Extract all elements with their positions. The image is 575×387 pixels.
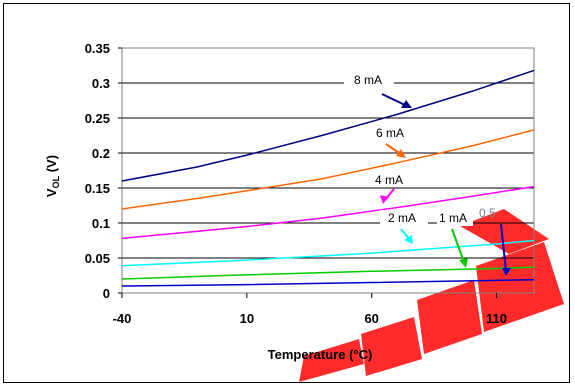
y-tick-label: 0.05 xyxy=(85,251,110,266)
y-tick-label: 0.15 xyxy=(85,181,110,196)
y-tick-label: 0.35 xyxy=(85,41,110,56)
series-line-0-5 xyxy=(121,278,535,287)
label-8ma: 8 mA xyxy=(354,73,382,87)
label-0-5ma: 0.5 xyxy=(479,206,496,220)
y-tick-label: 0.2 xyxy=(92,146,110,161)
y-tick-label: 0 xyxy=(103,286,110,301)
x-tick-label: 10 xyxy=(240,311,254,326)
chart: 0 0.05 0.1 0.15 0.2 0.25 0.3 0.35 -40 10 60 110 8 m… xyxy=(44,41,564,382)
watermark xyxy=(299,209,564,382)
plot-area xyxy=(121,47,535,294)
y-tick-label: 0.25 xyxy=(85,111,110,126)
y-tick-label: 0.1 xyxy=(92,216,110,231)
series-line-2-ma xyxy=(121,239,535,267)
y-axis-title: VOL (V) xyxy=(44,155,61,197)
series-line-8-ma xyxy=(121,69,535,182)
x-axis-title: Temperature (°C) xyxy=(268,347,373,362)
label-2ma: 2 mA xyxy=(388,211,416,225)
series-group xyxy=(121,69,535,287)
series-line-1-ma xyxy=(121,266,535,280)
annotations: 8 mA 6 mA 4 mA 2 mA 1 mA 0.5 xyxy=(344,71,511,276)
x-tick-label: 60 xyxy=(364,311,378,326)
x-tick-label: -40 xyxy=(113,311,132,326)
label-4ma: 4 mA xyxy=(375,173,403,187)
y-tick-label: 0.3 xyxy=(92,76,110,91)
chart-frame: 0 0.05 0.1 0.15 0.2 0.25 0.3 0.35 -40 10 60 110 8 m… xyxy=(3,3,570,383)
series-line-6-ma xyxy=(121,129,535,210)
x-tick-label: 110 xyxy=(486,311,507,326)
label-1ma: 1 mA xyxy=(439,211,467,225)
tick-labels: 0 0.05 0.1 0.15 0.2 0.25 0.3 0.35 -40 10 60 110 xyxy=(85,41,507,326)
label-6ma: 6 mA xyxy=(376,126,404,140)
series-line-4-ma xyxy=(121,185,535,240)
